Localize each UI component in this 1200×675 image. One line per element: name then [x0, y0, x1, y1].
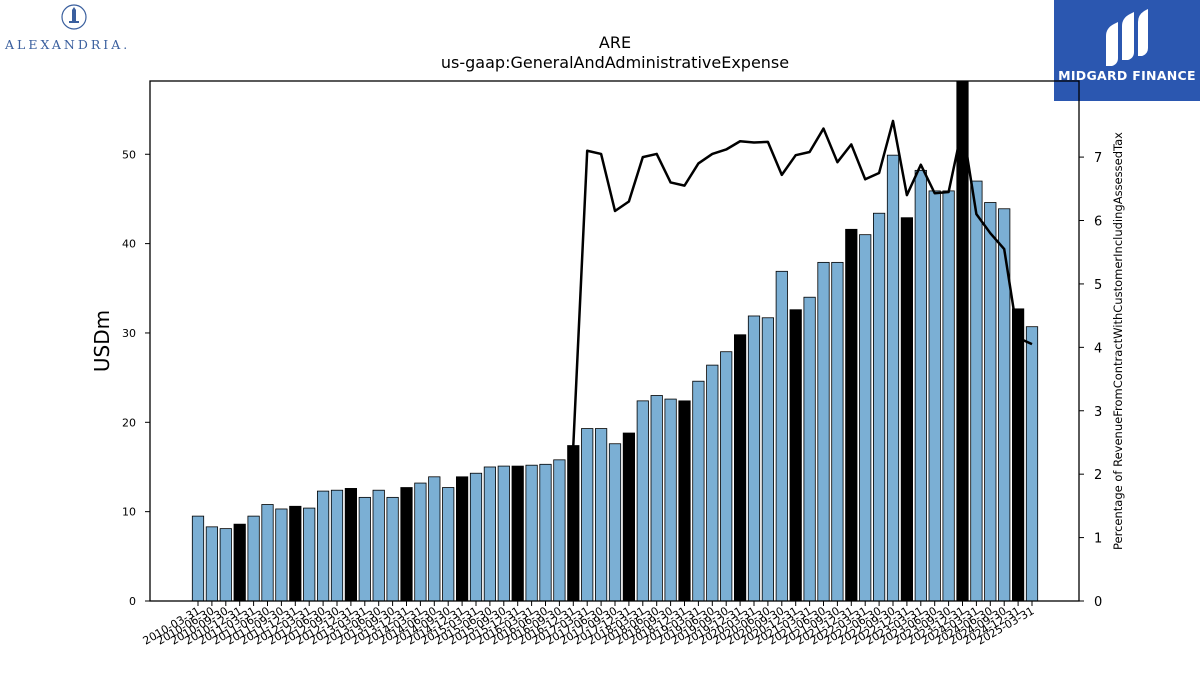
- bar-2017-06-30: [595, 428, 608, 602]
- bar-2014-06-30: [428, 476, 441, 602]
- line-group: [572, 119, 1033, 446]
- bar-2022-09-30: [886, 154, 900, 602]
- bar-2016-03-31: [525, 464, 538, 602]
- bar-2016-12-31: [567, 445, 580, 602]
- bar-2012-06-30: [316, 490, 330, 602]
- bar-2011-06-30: [261, 504, 274, 602]
- midgard-finance-logo-text: MIDGARD FINANCE: [1058, 68, 1196, 83]
- midgard-mark-icon: [1106, 9, 1148, 66]
- chart-subtitle: us-gaap:GeneralAndAdministrativeExpense: [441, 53, 789, 72]
- bar-2019-09-30: [720, 351, 733, 602]
- y-tick-label: 30: [122, 327, 136, 340]
- y-tick-label: 10: [122, 506, 136, 519]
- alexandria-seal-icon: [61, 4, 87, 30]
- bar-2017-09-30: [608, 443, 622, 602]
- right-axis: 0 1 2 3 4 5 6 7: [1079, 151, 1102, 610]
- bar-2015-12-31: [511, 465, 524, 602]
- bar-2017-12-31: [622, 432, 636, 602]
- midgard-finance-logo: MIDGARD FINANCE: [1054, 0, 1200, 101]
- bar-2012-03-31: [303, 507, 316, 602]
- y2-tick-label: 6: [1094, 215, 1102, 230]
- bar-2010-09-30: [219, 528, 232, 602]
- bar-2021-03-31: [803, 296, 816, 602]
- bar-2016-09-30: [553, 459, 566, 602]
- bar-2017-03-31: [581, 428, 594, 602]
- bar-2011-12-31: [289, 505, 302, 602]
- bar-2023-03-31: [914, 169, 927, 602]
- bar-2013-09-30: [386, 496, 399, 602]
- bar-2012-09-30: [330, 489, 344, 602]
- bar-2011-09-30: [275, 508, 288, 602]
- bar-2019-12-31: [734, 334, 747, 602]
- bar-2018-03-31: [636, 400, 649, 602]
- chart-title: ARE: [599, 33, 631, 52]
- bar-2011-03-31: [247, 515, 260, 602]
- bar-2013-06-30: [372, 489, 385, 602]
- bar-2010-12-31: [233, 523, 246, 602]
- y2-tick-label: 0: [1094, 595, 1102, 610]
- bar-2022-03-31: [859, 234, 872, 602]
- bar-2013-12-31: [400, 487, 413, 602]
- bar-2023-09-30: [942, 190, 955, 602]
- y-tick-label: 0: [129, 595, 136, 608]
- y2-tick-label: 7: [1094, 151, 1102, 166]
- bar-2014-09-30: [442, 487, 455, 602]
- bar-2013-03-31: [358, 496, 371, 602]
- y2-tick-label: 5: [1094, 278, 1102, 293]
- bar-2024-06-30: [984, 202, 997, 602]
- y2-tick-label: 1: [1094, 532, 1102, 547]
- bar-2018-12-31: [678, 400, 691, 602]
- left-axis: 0 10 20 30 40 50: [122, 148, 150, 608]
- bar-2010-06-30: [205, 526, 218, 602]
- bar-2015-06-30: [483, 466, 497, 602]
- bar-2021-09-30: [831, 261, 844, 602]
- bar-2010-03-31: [191, 515, 205, 602]
- y-tick-label: 20: [122, 416, 136, 429]
- y2-axis-label: Percentage of RevenueFromContractWithCus…: [1111, 132, 1125, 550]
- bar-2025-03-31: [1025, 326, 1039, 602]
- bar-2015-09-30: [497, 465, 510, 602]
- x-axis: 2010-03-312010-06-302010-09-302010-12-31…: [141, 601, 1037, 648]
- bar-2020-09-30: [775, 270, 788, 602]
- bar-2020-06-30: [761, 317, 775, 602]
- bar-2019-06-30: [706, 364, 719, 602]
- bar-2014-03-31: [414, 482, 427, 602]
- bar-2020-12-31: [789, 309, 802, 602]
- bar-2019-03-31: [692, 380, 705, 602]
- percentage-line: [572, 119, 1033, 446]
- bar-2024-12-31: [1012, 308, 1025, 602]
- bar-2015-03-31: [469, 472, 483, 602]
- bar-2014-12-31: [455, 476, 469, 602]
- alexandria-logo: ALEXANDRIA.: [0, 0, 150, 60]
- bar-2022-06-30: [873, 212, 886, 602]
- bar-2018-09-30: [664, 398, 677, 602]
- y2-tick-label: 3: [1094, 405, 1102, 420]
- bar-2023-06-30: [928, 190, 941, 602]
- bar-2012-12-31: [344, 488, 358, 602]
- y-tick-label: 40: [122, 238, 136, 251]
- bar-group: [191, 80, 1039, 602]
- bar-2018-06-30: [650, 395, 663, 602]
- bar-2022-12-31: [900, 217, 914, 602]
- bar-2021-06-30: [817, 261, 830, 602]
- alexandria-logo-text: ALEXANDRIA.: [5, 37, 131, 52]
- y2-tick-label: 4: [1094, 341, 1102, 356]
- y-axis-label: USDm: [90, 310, 114, 372]
- bar-2020-03-31: [747, 315, 761, 602]
- y-tick-label: 50: [122, 148, 136, 161]
- bar-2024-03-31: [970, 180, 983, 602]
- y2-tick-label: 2: [1094, 468, 1102, 483]
- bar-2016-06-30: [539, 463, 552, 602]
- bar-2021-12-31: [845, 228, 858, 602]
